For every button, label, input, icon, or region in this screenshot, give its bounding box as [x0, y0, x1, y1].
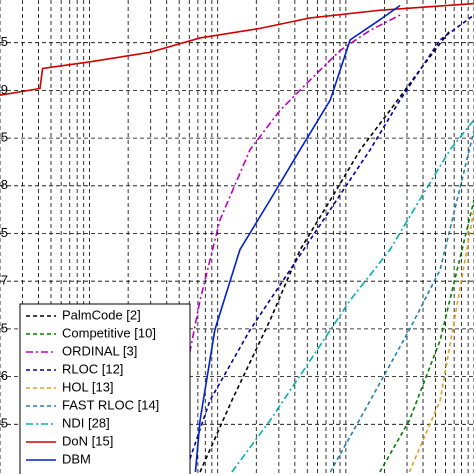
series-line: [184, 14, 474, 473]
y-tick-label: 0.985: [0, 130, 8, 145]
y-tick-label: 0.995: [0, 34, 8, 49]
legend-label: NDI [28]: [62, 415, 110, 430]
legend-label: DBM: [62, 451, 91, 466]
legend-label: ORDINAL [3]: [62, 343, 137, 358]
legend: PalmCode [2] Competitive [10] ORDINAL [3] R…: [19, 303, 191, 474]
y-tick-label: 0.965: [0, 320, 8, 335]
series-line: [0, 2, 474, 96]
y-tick-label: 0.96: [0, 368, 8, 383]
legend-label: RLOC [12]: [62, 361, 123, 376]
legend-box: [19, 303, 191, 474]
series-line: [194, 4, 401, 473]
y-tick-label: 0.955: [0, 416, 8, 431]
series-line: [408, 209, 474, 473]
series-line: [329, 130, 474, 473]
series-line: [379, 199, 474, 473]
y-tick-label: 0.98: [0, 177, 8, 192]
legend-label: HOL [13]: [62, 379, 114, 394]
series-line: [231, 119, 474, 473]
y-tick-label: 0.99: [0, 82, 8, 97]
y-tick-label: 0.97: [0, 273, 8, 288]
legend-label: Competitive [10]: [62, 325, 156, 340]
legend-label: DoN [15]: [62, 433, 113, 448]
legend-label: PalmCode [2]: [62, 307, 141, 322]
y-tick-label: 0.975: [0, 225, 8, 240]
legend-label: FAST RLOC [14]: [62, 397, 159, 412]
series-line: [199, 29, 451, 473]
